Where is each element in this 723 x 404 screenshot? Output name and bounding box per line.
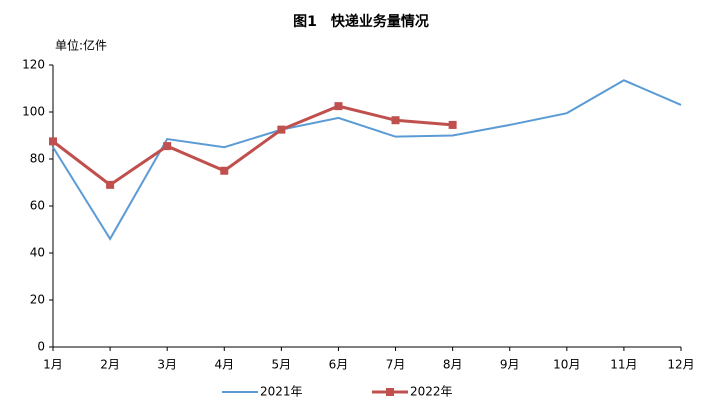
point-marker bbox=[49, 137, 57, 146]
y-tick-label: 40 bbox=[30, 246, 45, 260]
y-tick-label: 120 bbox=[22, 58, 45, 72]
point-marker bbox=[163, 142, 172, 151]
x-tick-label: 6月 bbox=[329, 358, 349, 372]
x-tick-label: 4月 bbox=[214, 358, 234, 372]
chart-title: 图1 快递业务量情况 bbox=[293, 13, 429, 30]
legend-label: 2021年 bbox=[260, 385, 303, 399]
x-tick-label: 1月 bbox=[43, 358, 63, 372]
x-tick-label: 12月 bbox=[667, 358, 694, 372]
series-line bbox=[52, 104, 453, 187]
y-tick-label: 80 bbox=[30, 152, 45, 166]
y-tick-label: 0 bbox=[37, 340, 45, 354]
y-tick-label: 20 bbox=[30, 293, 45, 307]
y-tick-label: 100 bbox=[22, 105, 45, 119]
x-tick-label: 3月 bbox=[157, 358, 177, 372]
series-line bbox=[52, 79, 682, 241]
x-tick-label: 10月 bbox=[553, 358, 580, 372]
y-tick-label: 60 bbox=[30, 199, 45, 213]
point-marker bbox=[448, 120, 457, 129]
point-marker bbox=[277, 125, 286, 134]
x-tick-label: 9月 bbox=[500, 358, 520, 372]
x-tick-label: 11月 bbox=[610, 358, 637, 372]
legend-marker bbox=[386, 388, 394, 396]
point-marker bbox=[334, 102, 343, 111]
point-marker bbox=[220, 166, 229, 175]
y-axis-label: 单位:亿件 bbox=[55, 38, 107, 53]
x-tick-label: 2月 bbox=[100, 358, 120, 372]
legend-label: 2022年 bbox=[410, 385, 453, 399]
point-marker bbox=[106, 180, 115, 189]
x-tick-label: 7月 bbox=[386, 358, 406, 372]
x-tick-label: 5月 bbox=[272, 358, 292, 372]
point-marker bbox=[391, 116, 400, 125]
x-tick-label: 8月 bbox=[443, 358, 463, 372]
